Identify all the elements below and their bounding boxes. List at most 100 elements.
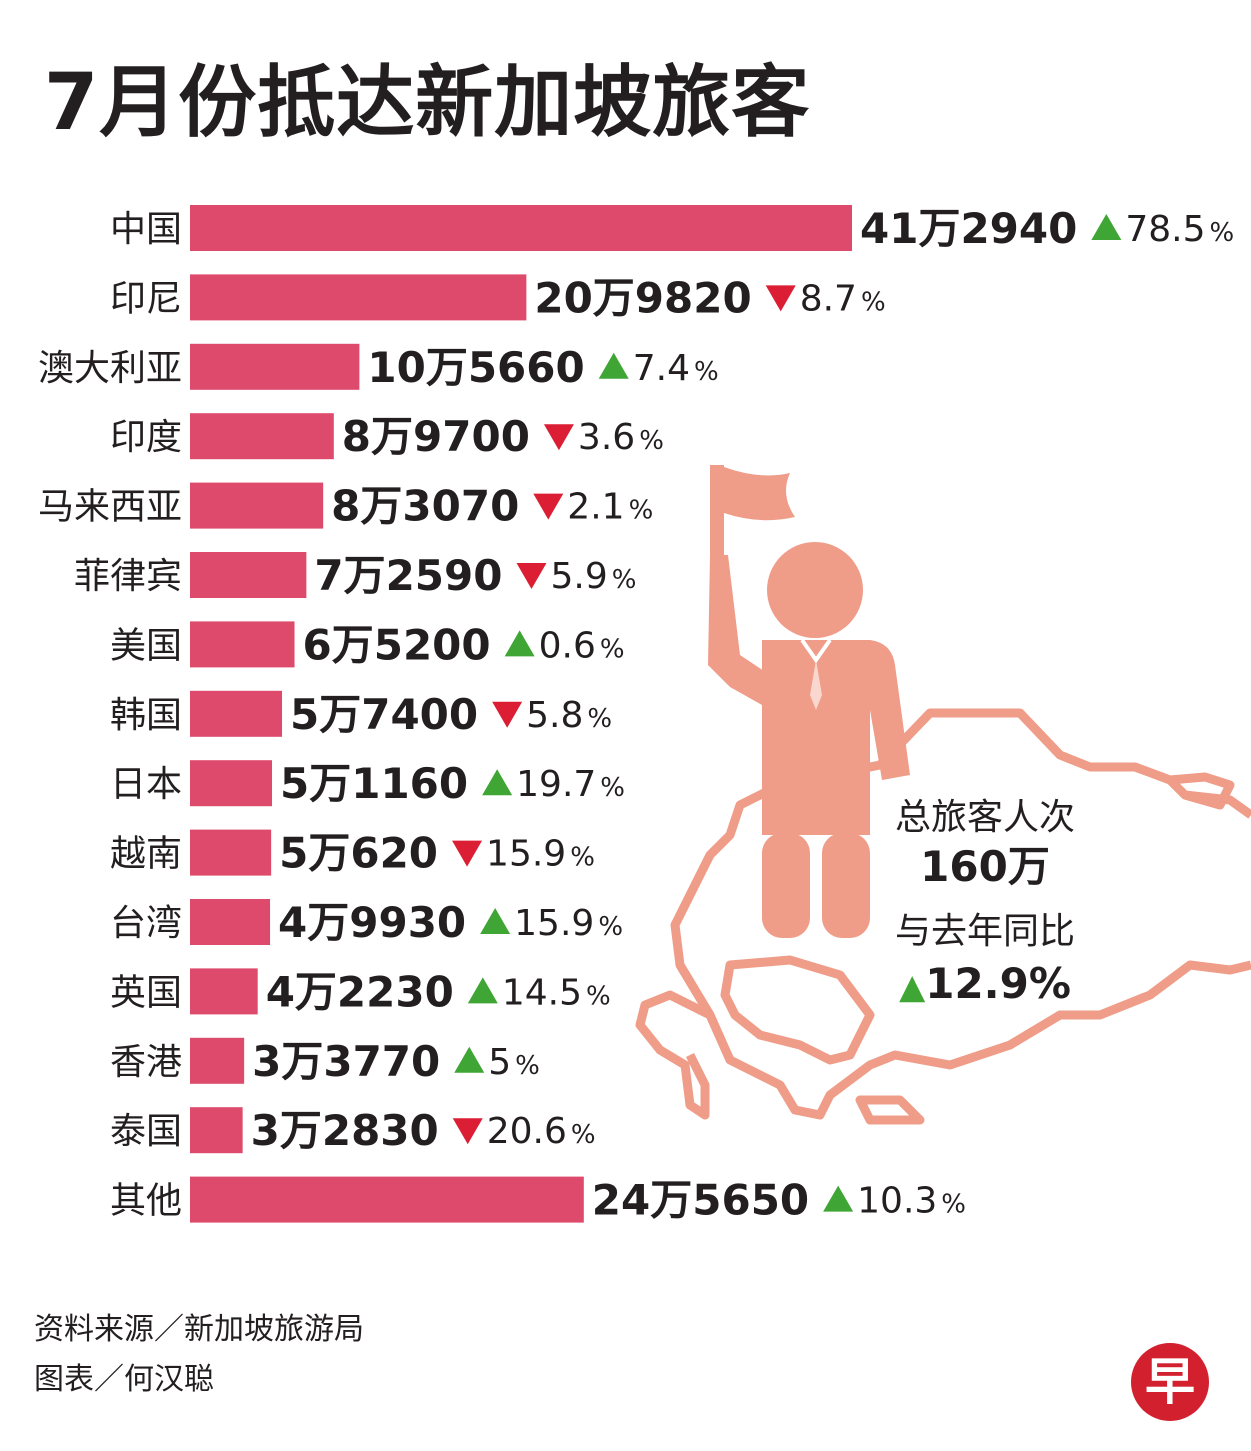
percent-sign: % (586, 981, 611, 1011)
footer-source: 资料来源／新加坡旅游局 (34, 1312, 364, 1347)
value-label: 6万5200 (303, 620, 491, 669)
value-label: 5万7400 (290, 690, 478, 739)
change-label: 78.5 (1125, 209, 1205, 250)
up-triangle-icon (823, 1185, 854, 1212)
summary-label: 总旅客人次 (894, 797, 1075, 838)
value-label: 4万2230 (266, 967, 454, 1016)
category-label: 越南 (110, 834, 182, 875)
category-label: 其他 (110, 1181, 182, 1222)
percent-sign: % (570, 843, 595, 873)
bar (190, 482, 324, 529)
change-label: 5.8 (526, 695, 583, 736)
value-label: 24万5650 (592, 1176, 809, 1225)
change-label: 7.4 (633, 348, 690, 389)
change-label: 19.7 (516, 764, 596, 805)
bar (190, 1107, 243, 1154)
bar (190, 621, 295, 668)
bar (190, 413, 334, 460)
change-label: 14.5 (502, 972, 582, 1013)
flag-icon (710, 465, 795, 575)
bar (190, 1037, 245, 1084)
change-label: 5.9 (550, 556, 607, 597)
percent-sign: % (639, 426, 664, 456)
change-label: 2.1 (567, 487, 624, 528)
percent-sign: % (694, 357, 719, 387)
zaobao-logo: 早 (1131, 1343, 1209, 1421)
value-label: 5万1160 (280, 759, 468, 808)
bar (190, 343, 360, 390)
category-label: 香港 (110, 1042, 182, 1083)
chart-title: 7月份抵达新加坡旅客 (44, 58, 811, 148)
percent-sign: % (941, 1190, 966, 1220)
down-triangle-icon (492, 701, 523, 728)
category-label: 印度 (110, 417, 182, 458)
category-label: 澳大利亚 (38, 348, 182, 389)
category-label: 菲律宾 (74, 556, 182, 597)
person-icon (708, 542, 910, 938)
change-label: 20.6 (487, 1111, 567, 1152)
value-label: 20万9820 (534, 273, 751, 322)
summary-compare-label: 与去年同比 (894, 911, 1075, 952)
percent-sign: % (629, 496, 654, 526)
percent-sign: % (571, 1120, 596, 1150)
value-label: 8万3070 (331, 482, 519, 531)
value-label: 4万9930 (278, 898, 466, 947)
category-label: 韩国 (110, 695, 182, 736)
down-triangle-icon (516, 563, 547, 589)
bar (190, 829, 272, 876)
percent-sign: % (587, 704, 612, 734)
change-label: 15.9 (514, 903, 594, 944)
up-triangle-icon (1091, 214, 1122, 240)
bar (190, 899, 271, 945)
up-triangle-icon (598, 352, 629, 379)
summary-total: 160万 (920, 842, 1050, 891)
category-label: 马来西亚 (38, 487, 182, 528)
change-label: 3.6 (578, 417, 635, 458)
summary-change-value: 12.9% (925, 959, 1071, 1008)
up-triangle-icon (467, 977, 498, 1004)
bar (190, 968, 258, 1015)
down-triangle-icon (765, 285, 796, 312)
value-label: 7万2590 (314, 551, 502, 600)
change-label: 8.7 (800, 278, 857, 319)
bar (190, 274, 527, 321)
percent-sign: % (515, 1051, 540, 1081)
percent-sign: % (600, 634, 625, 664)
down-triangle-icon (533, 493, 564, 520)
percent-sign: % (598, 912, 623, 942)
bar (190, 690, 283, 737)
summary-change: ▲12.9% (870, 958, 1100, 1013)
category-label: 台湾 (110, 903, 182, 944)
category-label: 印尼 (110, 278, 182, 319)
up-triangle-icon (482, 769, 513, 796)
up-triangle-icon (454, 1046, 485, 1073)
up-triangle-icon: ▲ (899, 967, 926, 1007)
change-label: 10.3 (857, 1181, 937, 1222)
footer-credit: 图表／何汉聪 (34, 1362, 214, 1397)
up-triangle-icon (504, 630, 535, 657)
value-label: 41万2940 (860, 204, 1077, 253)
category-label: 日本 (110, 764, 182, 805)
bar (190, 760, 273, 807)
percent-sign: % (1210, 218, 1235, 248)
down-triangle-icon (452, 1118, 483, 1145)
category-label: 美国 (110, 625, 182, 666)
bar (190, 205, 852, 251)
change-label: 0.6 (539, 625, 596, 666)
down-triangle-icon (543, 424, 574, 451)
value-label: 8万9700 (342, 412, 530, 461)
value-label: 3万2830 (251, 1106, 439, 1155)
percent-sign: % (861, 287, 886, 317)
percent-sign: % (612, 565, 637, 595)
traveller-map-illustration (635, 465, 1251, 1125)
percent-sign: % (600, 773, 625, 803)
change-label: 5 (488, 1042, 511, 1083)
bar (190, 1176, 584, 1223)
category-label: 英国 (110, 972, 182, 1013)
up-triangle-icon (480, 908, 511, 934)
down-triangle-icon (452, 840, 483, 867)
value-label: 5万620 (279, 829, 438, 878)
value-label: 3万3770 (252, 1037, 440, 1086)
bar (190, 552, 307, 598)
